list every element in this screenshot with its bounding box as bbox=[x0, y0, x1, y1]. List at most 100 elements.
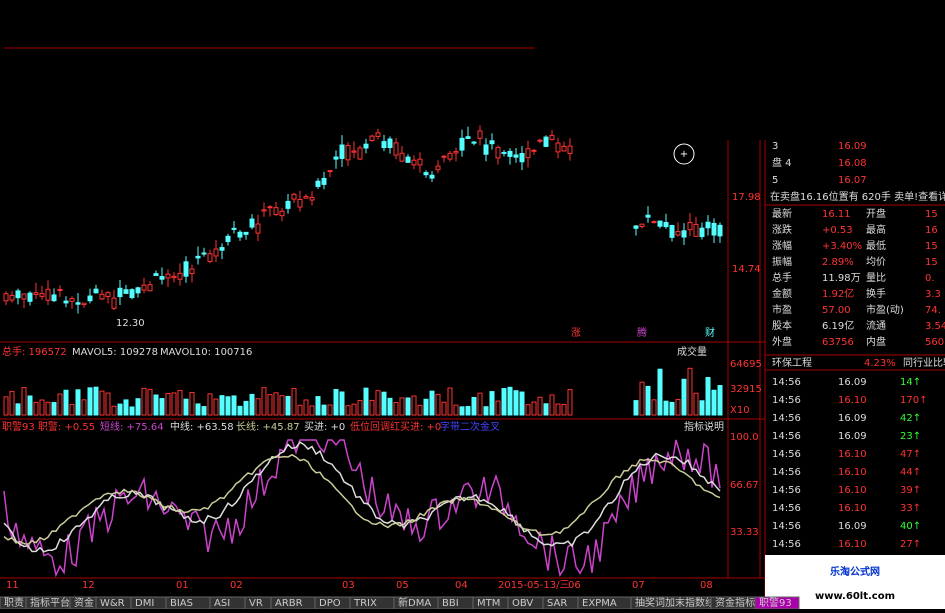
candle bbox=[399, 152, 405, 162]
volume-bar bbox=[57, 393, 63, 416]
label: 63756 bbox=[822, 337, 854, 348]
candle bbox=[123, 289, 129, 294]
indicator-line bbox=[3, 439, 721, 578]
candle bbox=[147, 284, 153, 292]
label: 66.67 bbox=[730, 480, 759, 491]
label: 流通 bbox=[866, 319, 886, 332]
candle bbox=[63, 300, 69, 304]
volume-bar bbox=[141, 387, 147, 416]
label: 金额 bbox=[772, 287, 792, 300]
candle bbox=[21, 293, 27, 300]
volume-bar bbox=[453, 404, 459, 416]
candle bbox=[453, 151, 459, 154]
volume-bar bbox=[231, 395, 237, 416]
volume-bar bbox=[15, 403, 21, 416]
label: MTM bbox=[477, 598, 500, 609]
candle bbox=[519, 153, 525, 163]
label: 16.09 bbox=[838, 521, 867, 532]
volume-bar bbox=[507, 386, 513, 416]
label: 16.10 bbox=[838, 395, 867, 406]
label: 16.07 bbox=[838, 175, 867, 186]
label: X10 bbox=[730, 405, 750, 416]
volume-bar bbox=[129, 406, 135, 416]
candle bbox=[531, 149, 537, 152]
volume-bar bbox=[663, 400, 669, 416]
candle bbox=[447, 152, 453, 160]
volume-bar bbox=[3, 396, 9, 416]
candle bbox=[543, 136, 549, 147]
label: 财 bbox=[705, 326, 715, 339]
candle bbox=[243, 231, 249, 235]
label: 长线: +45.87 bbox=[236, 420, 300, 433]
label: 16.09 bbox=[838, 431, 867, 442]
volume-bar bbox=[633, 400, 639, 416]
label: 职警93 bbox=[759, 596, 792, 609]
label: 总手 bbox=[772, 271, 792, 284]
volume-bar bbox=[333, 389, 339, 416]
label: 涨跌 bbox=[772, 223, 792, 236]
candle bbox=[255, 223, 261, 234]
label: 抽奖词加末指数线 bbox=[635, 596, 715, 609]
volume-bar bbox=[339, 391, 345, 416]
label: 40↑ bbox=[900, 521, 921, 532]
volume-bar bbox=[321, 404, 327, 416]
label: 2.89% bbox=[822, 257, 854, 268]
label: TRIX bbox=[353, 598, 377, 609]
candle bbox=[225, 235, 231, 242]
label: 买进: +0 bbox=[304, 421, 345, 433]
candle bbox=[207, 253, 213, 262]
volume-bar bbox=[423, 398, 429, 416]
candle bbox=[291, 193, 297, 200]
candle bbox=[657, 220, 663, 227]
candle bbox=[411, 159, 417, 166]
volume-bar bbox=[285, 395, 291, 416]
volume-bar bbox=[105, 392, 111, 416]
candle bbox=[3, 293, 9, 302]
candle bbox=[393, 142, 399, 156]
volume-bar bbox=[159, 398, 165, 416]
volume-bar bbox=[255, 398, 261, 416]
label: SAR bbox=[547, 598, 567, 609]
label: www.60lt.com bbox=[815, 591, 895, 602]
volume-bar bbox=[225, 396, 231, 416]
label: MAVOL5: 109278 bbox=[72, 347, 158, 358]
candle bbox=[537, 139, 543, 142]
label: ASI bbox=[214, 598, 230, 609]
volume-bar bbox=[171, 392, 177, 416]
volume-bar bbox=[357, 399, 363, 416]
candle bbox=[423, 172, 429, 176]
label: 盘 4 bbox=[772, 156, 792, 169]
label: W&R bbox=[100, 598, 125, 609]
candle bbox=[465, 136, 471, 139]
candle bbox=[69, 297, 75, 302]
label: BBI bbox=[442, 598, 459, 609]
label: 06 bbox=[568, 580, 581, 591]
candle bbox=[321, 177, 327, 185]
volume-bar bbox=[693, 392, 699, 416]
label: 乐淘公式网 bbox=[830, 565, 880, 578]
candle bbox=[645, 214, 651, 218]
volume-bar bbox=[267, 394, 273, 416]
label: 64695 bbox=[730, 359, 762, 370]
label: 57.00 bbox=[822, 305, 851, 316]
label: 0. bbox=[925, 273, 935, 284]
candle bbox=[339, 144, 345, 159]
volume-bar bbox=[465, 406, 471, 416]
volume-bar bbox=[375, 390, 381, 416]
volume-bar bbox=[681, 378, 687, 416]
candle bbox=[507, 150, 513, 157]
volume-bar bbox=[513, 390, 519, 416]
volume-bar bbox=[411, 395, 417, 416]
label: 23↑ bbox=[900, 431, 921, 442]
candle bbox=[45, 288, 51, 301]
volume-bar bbox=[45, 401, 51, 416]
candle bbox=[633, 225, 639, 229]
label: BIAS bbox=[170, 598, 193, 609]
volume-bar bbox=[51, 402, 57, 416]
candle bbox=[195, 255, 201, 259]
candle bbox=[87, 295, 93, 302]
label: +0.53 bbox=[822, 225, 853, 236]
candle bbox=[159, 276, 165, 280]
